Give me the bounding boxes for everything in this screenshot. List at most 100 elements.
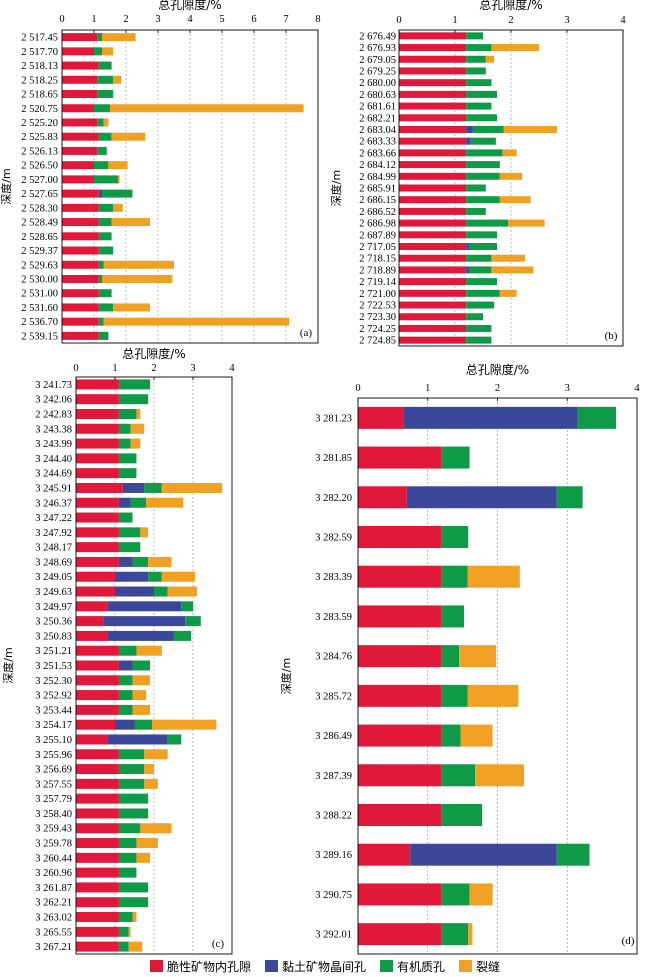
- bar-segment: [358, 605, 442, 628]
- bar-segment: [441, 923, 469, 946]
- legend-item-fracture: 裂缝: [459, 958, 500, 975]
- bar-segment: [466, 44, 492, 52]
- bar-segment: [94, 175, 118, 184]
- bar-segment: [399, 196, 467, 204]
- y-tick-label: 2 682.21: [359, 113, 396, 124]
- bar-segment: [97, 146, 107, 155]
- x-tick-label: 5: [219, 14, 224, 25]
- bar-segment: [102, 47, 114, 56]
- bar-segment: [399, 231, 467, 239]
- bar-segment: [107, 601, 182, 612]
- bar-segment: [76, 438, 119, 449]
- bar-segment: [76, 852, 119, 863]
- bar-segment: [132, 912, 137, 923]
- bar-segment: [76, 882, 119, 893]
- y-tick-label: 3 289.16: [315, 850, 352, 861]
- bar-segment: [118, 497, 131, 508]
- bar-segment: [115, 719, 135, 730]
- bar-segment: [491, 254, 525, 262]
- bar-segment: [161, 482, 223, 493]
- bar-segment: [144, 482, 162, 493]
- bar-segment: [466, 243, 469, 251]
- bar-segment: [441, 565, 468, 588]
- bar-segment: [76, 645, 119, 656]
- y-tick-label: 3 257.79: [35, 794, 72, 805]
- y-tick-label: 2 676.49: [359, 31, 396, 42]
- bar-segment: [76, 867, 119, 878]
- bar-segment: [118, 897, 149, 908]
- y-tick-label: 2 530.00: [21, 274, 58, 285]
- x-tick-label: 3: [564, 15, 569, 26]
- bar-segment: [128, 926, 131, 937]
- legend-label: 黏土矿物晶间孔: [281, 959, 366, 974]
- bar-segment: [97, 118, 104, 127]
- bar-segment: [468, 923, 473, 946]
- bar-segment: [358, 486, 407, 509]
- bar-segment: [97, 90, 114, 99]
- legend-swatch: [459, 960, 473, 972]
- bar-segment: [62, 317, 99, 326]
- y-tick-label: 3 283.39: [315, 572, 352, 583]
- bar-segment: [118, 912, 133, 923]
- bar-segment: [62, 246, 99, 255]
- panel-label: (d): [622, 935, 635, 947]
- y-tick-label: 3 287.39: [315, 771, 352, 782]
- y-tick-label: 3 252.30: [35, 676, 72, 687]
- bar-segment: [466, 67, 486, 75]
- bar-segment: [130, 423, 145, 434]
- chart-title: 总孔隙度/%: [479, 0, 542, 12]
- bar-segment: [76, 912, 119, 923]
- y-tick-label: 2 679.25: [359, 66, 396, 77]
- bar-segment: [118, 838, 137, 849]
- bar-segment: [358, 406, 404, 429]
- x-tick-label: 8: [315, 14, 320, 25]
- bar-segment: [107, 734, 168, 745]
- bar-segment: [118, 542, 141, 553]
- bar-segment: [466, 172, 500, 180]
- bar-segment: [132, 675, 151, 686]
- x-tick-label: 1: [452, 15, 457, 26]
- bar-segment: [466, 207, 486, 215]
- legend-label: 有机质孔: [397, 959, 446, 974]
- x-tick-label: 2: [508, 15, 513, 26]
- bar-segment: [76, 764, 119, 775]
- chart-title: 总孔隙度/%: [466, 362, 529, 377]
- bar-segment: [399, 114, 467, 122]
- y-tick-label: 3 244.40: [35, 454, 72, 465]
- bar-segment: [98, 218, 112, 227]
- bar-segment: [62, 218, 99, 227]
- bar-segment: [102, 189, 133, 198]
- bar-segment: [98, 246, 114, 255]
- bar-segment: [118, 941, 129, 952]
- x-tick-label: 1: [425, 383, 430, 394]
- bar-segment: [140, 823, 172, 834]
- y-tick-label: 3 249.63: [35, 587, 72, 598]
- bar-segment: [136, 408, 141, 419]
- y-tick-label: 2 686.15: [359, 195, 396, 206]
- y-tick-label: 2 684.12: [359, 160, 396, 171]
- bar-segment: [103, 616, 186, 627]
- bar-segment: [76, 926, 119, 937]
- bar-segment: [118, 645, 137, 656]
- bar-segment: [136, 838, 158, 849]
- bar-segment: [399, 324, 467, 332]
- bar-segment: [76, 408, 119, 419]
- bar-segment: [76, 423, 119, 434]
- bar-segment: [76, 556, 119, 567]
- bar-segment: [76, 734, 108, 745]
- y-tick-label: 3 281.23: [315, 413, 352, 424]
- bar-segment: [103, 317, 290, 326]
- y-tick-label: 3 258.40: [35, 809, 72, 820]
- bar-segment: [98, 189, 102, 198]
- y-tick-label: 3 255.96: [35, 750, 72, 761]
- bar-segment: [132, 556, 149, 567]
- bar-segment: [556, 486, 583, 509]
- bar-segment: [154, 586, 168, 597]
- y-tick-label: 3 282.20: [315, 493, 352, 504]
- bar-segment: [76, 482, 123, 493]
- bar-segment: [130, 497, 147, 508]
- y-axis-label: 深度/m: [0, 168, 13, 204]
- bar-segment: [466, 90, 497, 98]
- y-tick-label: 3 290.75: [315, 890, 352, 901]
- bar-segment: [466, 278, 497, 286]
